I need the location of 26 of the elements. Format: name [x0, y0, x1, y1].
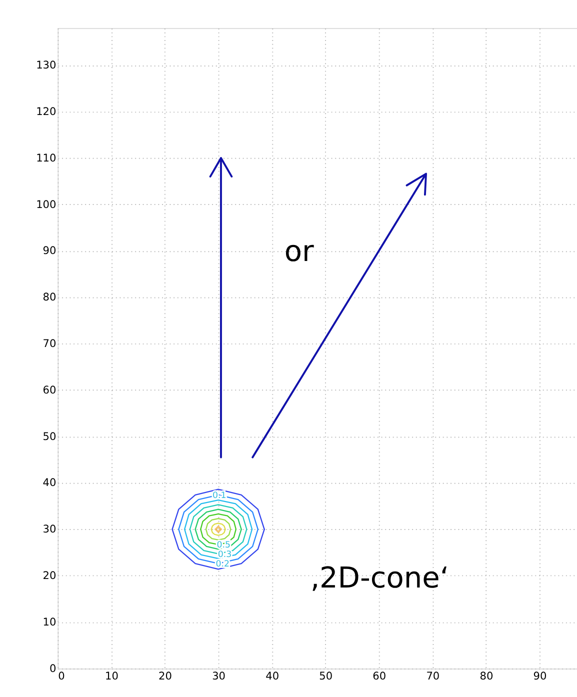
x-tick-label: 30 — [212, 670, 226, 683]
y-tick-label: 10 — [42, 616, 57, 628]
y-tick-label: 100 — [36, 198, 57, 211]
x-tick-label: 20 — [158, 670, 172, 683]
x-tick-label: 50 — [319, 670, 333, 683]
x-tick-label: 40 — [266, 670, 280, 683]
y-tick-label: 120 — [36, 106, 57, 118]
annotation: or — [284, 234, 314, 268]
y-tick-label: 50 — [42, 430, 57, 443]
x-tick-label: 80 — [480, 670, 494, 683]
y-tick-label: 30 — [42, 524, 57, 536]
x-tick-label: 0 — [58, 670, 66, 683]
y-tick-label: 130 — [36, 60, 57, 72]
x-tick-label: 90 — [533, 670, 547, 683]
y-tick-label: 60 — [42, 384, 57, 396]
y-tick-label: 0 — [50, 662, 57, 675]
x-tick-label: 60 — [372, 670, 386, 683]
annotation: ‚2D-cone‘ — [310, 560, 450, 594]
y-tick-label: 40 — [42, 477, 57, 490]
y-tick-label: 110 — [36, 152, 57, 164]
y-tick-label: 90 — [42, 245, 57, 258]
x-tick-label: 70 — [426, 670, 440, 683]
x-tick-label: 10 — [104, 670, 119, 683]
y-tick-label: 70 — [42, 338, 57, 350]
y-tick-label: 80 — [42, 292, 57, 304]
y-tick-label: 20 — [42, 570, 57, 582]
